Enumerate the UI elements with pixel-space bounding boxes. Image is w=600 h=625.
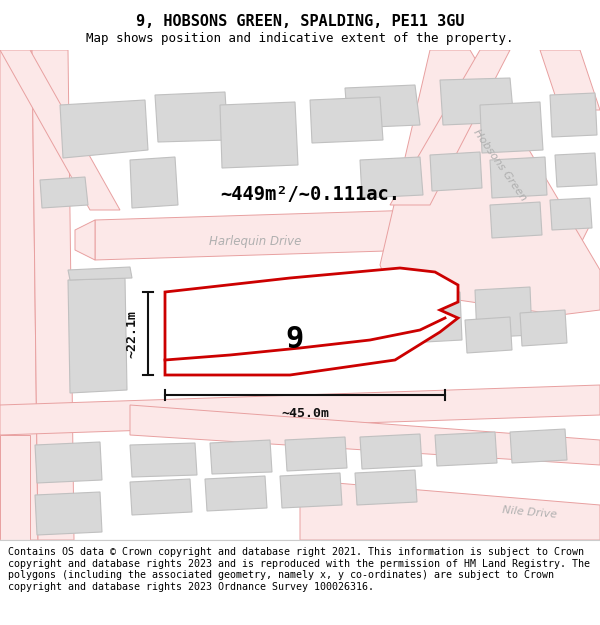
Text: Harlequin Drive: Harlequin Drive [209,236,301,249]
Text: ~45.0m: ~45.0m [281,407,329,420]
Polygon shape [325,297,392,351]
Polygon shape [205,476,267,511]
Text: ~22.1m: ~22.1m [125,309,138,358]
Polygon shape [130,443,197,477]
Polygon shape [490,202,542,238]
Polygon shape [480,102,543,153]
Polygon shape [540,50,600,110]
Polygon shape [0,385,600,435]
Polygon shape [130,405,600,465]
Polygon shape [510,429,567,463]
Polygon shape [75,220,95,260]
Polygon shape [220,102,298,168]
Polygon shape [95,205,590,260]
Text: 9, HOBSONS GREEN, SPALDING, PE11 3GU: 9, HOBSONS GREEN, SPALDING, PE11 3GU [136,14,464,29]
Polygon shape [490,157,547,198]
Polygon shape [165,307,232,363]
Polygon shape [550,93,597,137]
Polygon shape [165,268,458,375]
Text: Map shows position and indicative extent of the property.: Map shows position and indicative extent… [86,32,514,45]
Polygon shape [555,153,597,187]
Text: 9: 9 [286,326,304,354]
Polygon shape [300,480,600,540]
Polygon shape [440,78,514,125]
Polygon shape [310,97,383,143]
Polygon shape [245,302,312,358]
Polygon shape [40,177,88,208]
Polygon shape [60,100,148,158]
Polygon shape [360,434,422,469]
Polygon shape [130,479,192,515]
Polygon shape [380,50,600,315]
Polygon shape [430,152,482,191]
Polygon shape [210,440,272,474]
Polygon shape [475,287,532,338]
Polygon shape [285,437,347,471]
Polygon shape [155,92,228,142]
Polygon shape [520,310,567,346]
Polygon shape [550,198,592,230]
Polygon shape [465,317,512,353]
Polygon shape [405,292,462,343]
Text: Hobsons Green: Hobsons Green [472,127,529,202]
Polygon shape [390,50,510,205]
Text: Contains OS data © Crown copyright and database right 2021. This information is : Contains OS data © Crown copyright and d… [8,547,590,592]
Polygon shape [0,50,120,210]
Polygon shape [0,50,38,540]
Point [0,46,4,54]
Polygon shape [32,50,74,540]
Point [0,46,5,54]
Polygon shape [280,473,342,508]
Text: Nile Drive: Nile Drive [502,504,558,519]
Polygon shape [68,278,127,393]
Polygon shape [0,435,30,540]
Polygon shape [435,432,497,466]
Polygon shape [355,470,417,505]
Polygon shape [35,442,102,483]
Polygon shape [35,492,102,535]
Polygon shape [68,267,132,280]
Polygon shape [360,157,423,198]
Polygon shape [345,85,420,128]
Text: ~449m²/~0.111ac.: ~449m²/~0.111ac. [220,186,400,204]
Polygon shape [130,157,178,208]
